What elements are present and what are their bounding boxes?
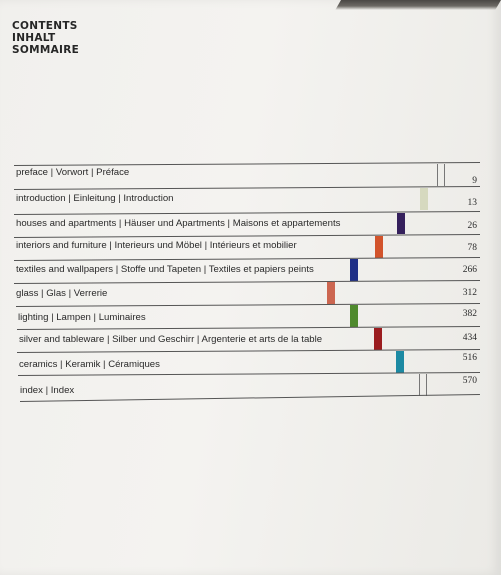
toc-entry-page: 78: [467, 243, 478, 253]
toc-entry-label: glass | Glas | Verrerie: [16, 288, 108, 299]
toc-bottom-rule: [19, 394, 481, 402]
toc-entry-page: 434: [462, 333, 477, 343]
toc-entry-label: ceramics | Keramik | Céramiques: [19, 359, 160, 370]
toc-rule: [13, 211, 480, 215]
toc-entry-page: 312: [462, 288, 477, 298]
toc-entry-page: 382: [462, 309, 477, 319]
toc-entry-page: 26: [467, 221, 478, 231]
toc-color-marker: [375, 236, 383, 258]
toc-entry-label: textiles and wallpapers | Stoffe und Tap…: [16, 264, 314, 275]
toc-rule: [16, 326, 480, 330]
toc-entry-label: houses and apartments | Häuser und Apart…: [16, 218, 341, 229]
toc-entry-label: introduction | Einleitung | Introduction: [16, 193, 174, 204]
toc-rule: [13, 280, 480, 284]
heading-line-de: INHALT: [12, 32, 56, 44]
toc-color-marker: [420, 188, 428, 210]
toc-rule: [13, 186, 480, 190]
toc-marker-outline: [437, 164, 445, 186]
toc-entry-label: silver and tableware | Silber und Geschi…: [19, 334, 323, 345]
heading-line-fr: SOMMAIRE: [12, 44, 80, 56]
toc-entry-label: lighting | Lampen | Luminaires: [18, 312, 146, 323]
toc-entry-page: 516: [462, 353, 477, 363]
toc-color-marker: [327, 282, 335, 304]
toc-entry-page: 9: [472, 176, 477, 186]
toc-color-marker: [350, 305, 358, 327]
toc-entry-label: preface | Vorwort | Préface: [16, 167, 130, 178]
heading-line-en: CONTENTS: [12, 20, 78, 32]
toc-rule: [17, 372, 480, 376]
toc-color-marker: [350, 259, 358, 281]
toc-rule: [15, 303, 480, 307]
toc-rule: [13, 234, 480, 238]
toc-rule: [13, 162, 480, 166]
toc-entry-page: 570: [462, 376, 477, 386]
toc-entry-label: index | Index: [20, 385, 75, 396]
toc-marker-outline: [419, 374, 427, 396]
toc-color-marker: [374, 328, 382, 350]
toc-color-marker: [396, 351, 404, 373]
toc-color-marker: [397, 213, 405, 234]
toc-rule: [13, 257, 480, 261]
toc-entry-page: 13: [467, 198, 478, 208]
toc-entry-label: interiors and furniture | Interieurs und…: [16, 240, 297, 251]
contents-heading: CONTENTS INHALT SOMMAIRE: [12, 20, 79, 56]
toc-rule: [16, 349, 480, 353]
toc-entry-page: 266: [462, 265, 477, 275]
